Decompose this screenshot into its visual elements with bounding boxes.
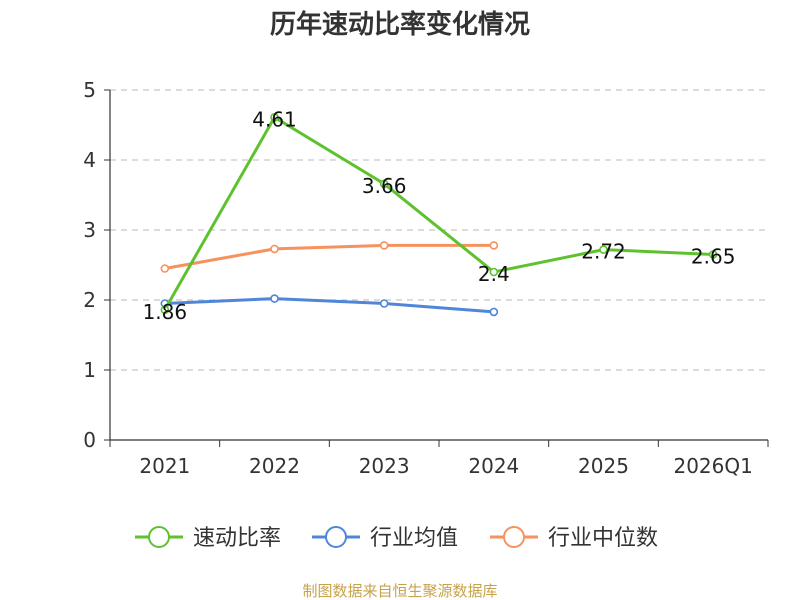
point-0-1[interactable] [270,113,279,122]
series-0 [160,113,718,315]
x-tick-label-2: 2023 [359,454,410,478]
point-0-2[interactable] [379,179,389,189]
series-1 [160,294,499,317]
point-2-2[interactable] [379,241,389,250]
y-tick-label-5: 5 [83,78,96,102]
point-1-3[interactable] [489,307,499,317]
y-tick-label-4: 4 [83,148,96,172]
legend-item-0[interactable]: 速动比率 [135,526,281,551]
series-line-1 [164,297,494,314]
legend[interactable]: 速动比率 行业均值 行业中位数 [135,526,658,551]
series-line-2 [164,243,494,270]
data-label-4: 2.72 [581,240,626,264]
point-1-2[interactable] [379,299,389,308]
y-tick-label-2: 2 [83,288,96,312]
legend-label-2: 行业中位数 [548,526,658,551]
series-group [160,113,718,317]
data-labels: 1.86 4.61 3.66 2.4 2.72 2.65 [143,107,736,323]
legend-marker-2 [503,526,525,548]
legend-marker-0 [148,526,170,548]
data-label-3: 2.4 [478,262,510,286]
series-2 [160,241,499,273]
legend-label-0: 速动比率 [193,526,281,551]
y-tick-label-0: 0 [83,428,96,452]
x-tick-label-1: 2022 [249,454,300,478]
data-label-0: 1.86 [143,300,188,324]
series-line-0 [163,115,714,311]
data-label-1: 4.61 [252,107,297,131]
legend-marker-1 [325,526,347,548]
legend-label-1: 行业均值 [370,526,458,551]
x-tick-label-5: 2026Q1 [673,454,752,478]
x-tick-label-3: 2024 [468,454,519,478]
point-1-1[interactable] [270,294,279,303]
legend-item-1[interactable]: 行业均值 [312,526,458,551]
point-2-3[interactable] [489,241,499,250]
point-0-3[interactable] [489,267,499,277]
y-tick-label-1: 1 [83,358,96,382]
source-note: 制图数据来自恒生聚源数据库 [302,582,497,600]
point-0-4[interactable] [599,245,608,254]
x-tick-label-4: 2025 [578,454,629,478]
y-tick-label-3: 3 [83,218,96,242]
axes: 0 1 2 3 4 5 2021 2022 2023 2024 2025 2026Q1 [83,78,769,478]
chart-title: 历年速动比率变化情况 [270,9,530,40]
point-0-0[interactable] [160,305,170,315]
data-label-2: 3.66 [362,174,407,198]
data-label-5: 2.65 [691,245,736,269]
point-2-0[interactable] [160,264,170,273]
point-0-5[interactable] [708,250,718,259]
legend-item-2[interactable]: 行业中位数 [490,526,658,551]
point-2-1[interactable] [270,244,279,254]
x-tick-label-0: 2021 [139,454,190,478]
